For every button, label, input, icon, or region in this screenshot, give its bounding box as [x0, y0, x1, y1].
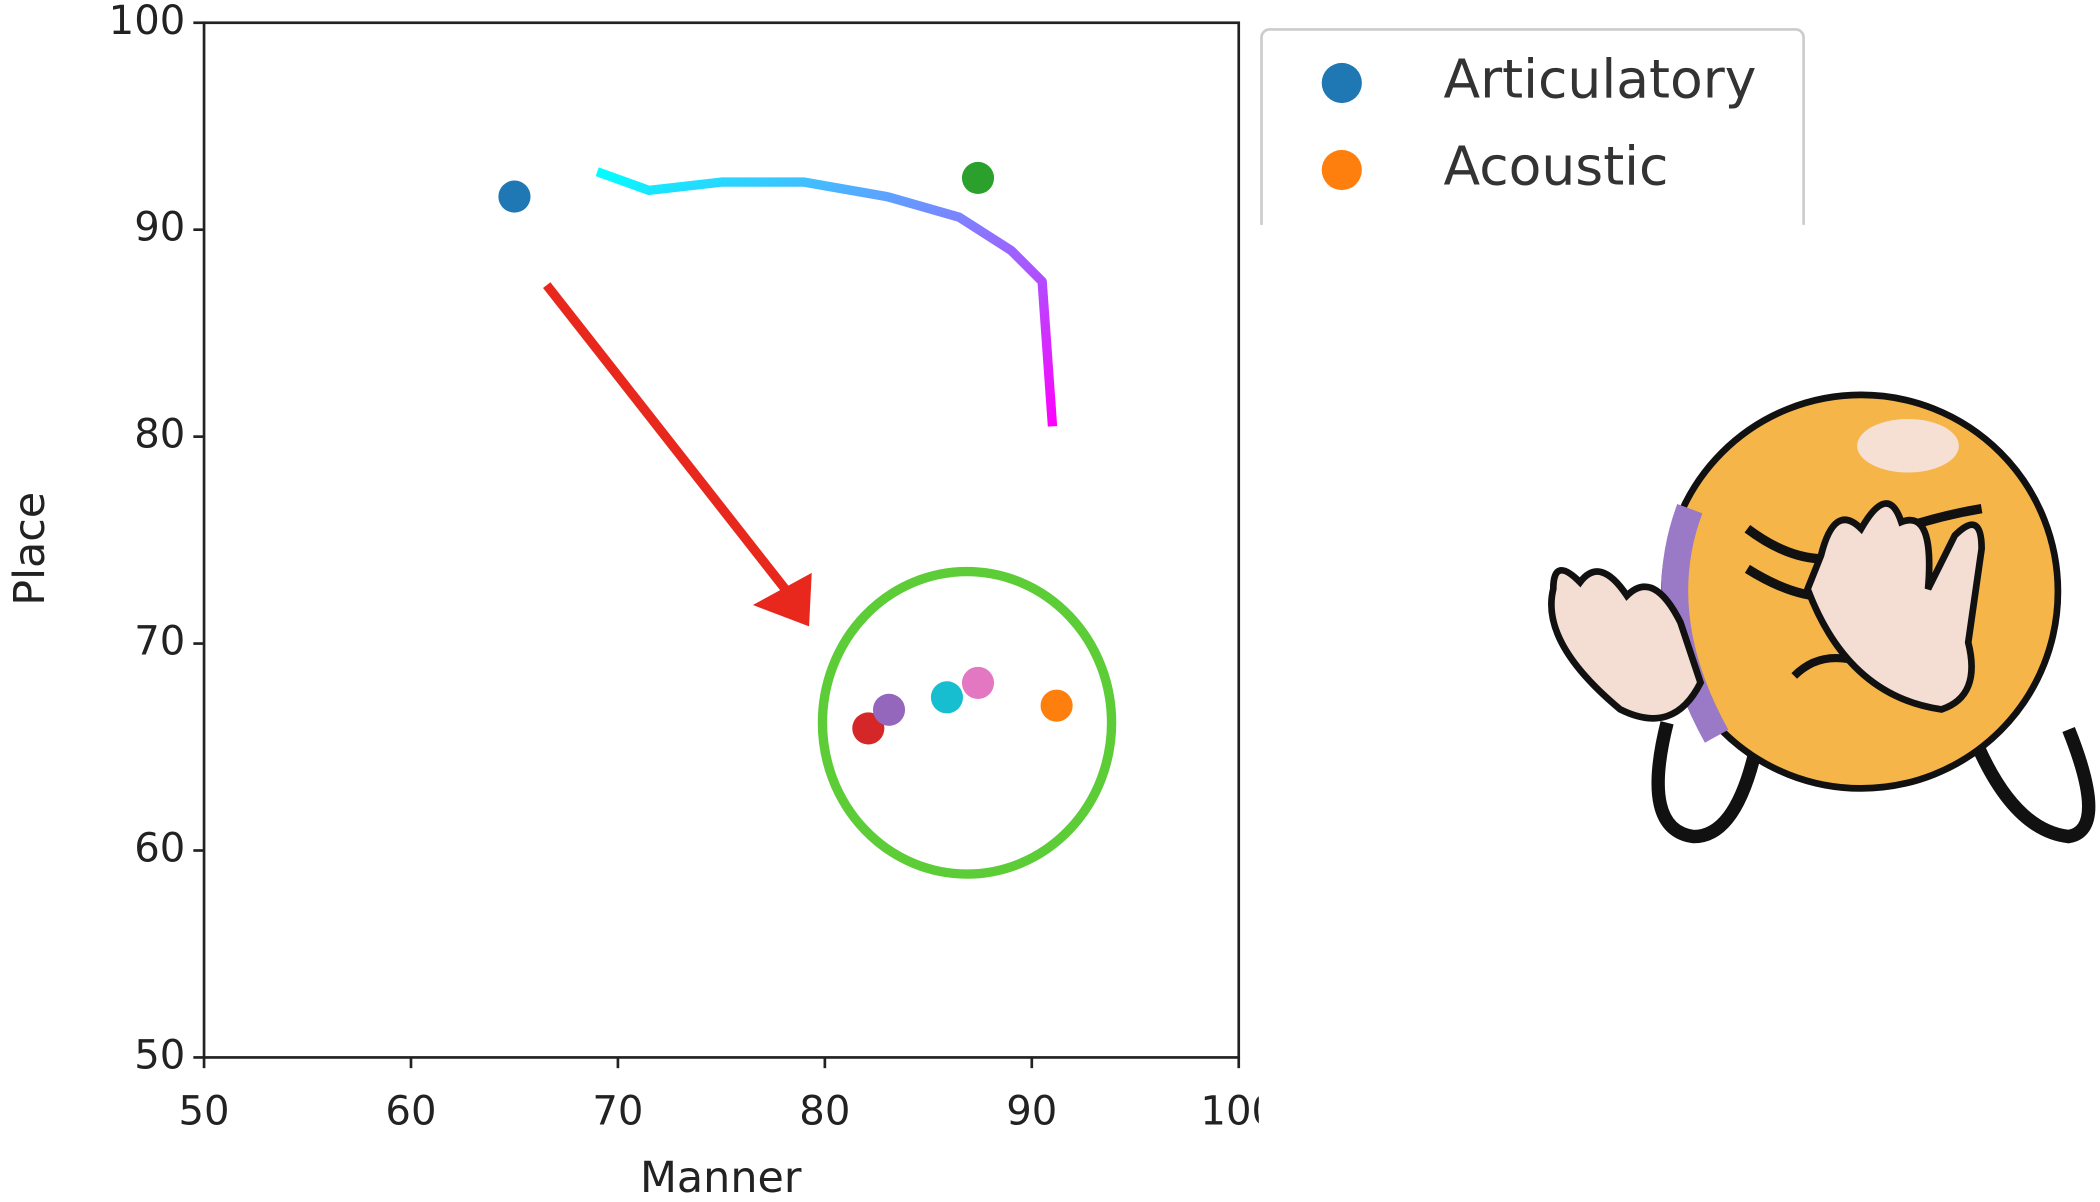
- y-tick-label: 80: [134, 412, 185, 458]
- x-tick-label: 60: [385, 1089, 436, 1135]
- gradient-line: [597, 172, 1052, 427]
- legend-marker: [1322, 63, 1362, 103]
- y-tick-label: 100: [109, 0, 186, 44]
- x-axis-label: Manner: [640, 1153, 802, 1202]
- legend-marker: [1322, 150, 1362, 190]
- x-tick-label: 80: [799, 1089, 850, 1135]
- page: {"chart_data": {"type": "scatter", "x_la…: [0, 0, 2100, 1202]
- x-tick-label: 90: [1006, 1089, 1057, 1135]
- legend: Articulatory Acoustic: [1261, 29, 1803, 257]
- x-tick-label: 50: [179, 1089, 230, 1135]
- y-axis-label: Place: [5, 492, 55, 606]
- y-tick-label: 60: [134, 826, 185, 872]
- arrow: [547, 285, 791, 596]
- y-tick-label: 90: [134, 205, 185, 251]
- x-tick-label: 70: [592, 1089, 643, 1135]
- scatter-point: [873, 694, 905, 726]
- y-tick-label: 50: [134, 1032, 185, 1078]
- scatter-point: [962, 162, 994, 194]
- scatter-point: [498, 181, 530, 213]
- scatter-point: [962, 667, 994, 699]
- scatter-point: [931, 681, 963, 713]
- legend-label: Acoustic: [1444, 135, 1669, 198]
- legend-label: Articulatory: [1444, 48, 1757, 111]
- y-tick-label: 70: [134, 619, 185, 665]
- scatter-point: [1041, 690, 1073, 722]
- figure: Manner Place Articulatory Acoustic 50 60 70…: [0, 0, 2100, 1202]
